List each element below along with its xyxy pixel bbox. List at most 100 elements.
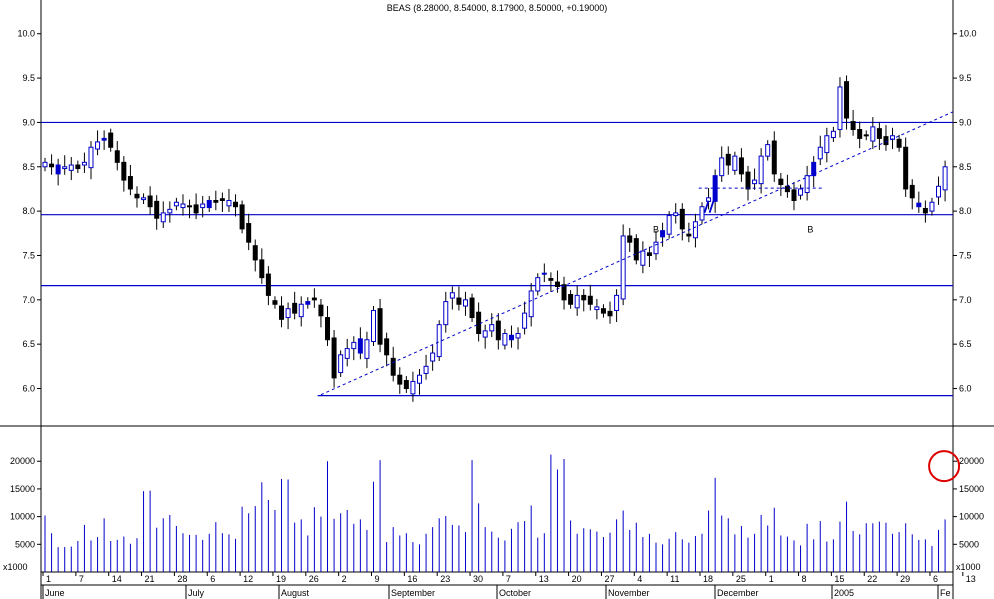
candle-body <box>167 208 173 214</box>
candle-body <box>554 281 560 288</box>
candle-body <box>489 324 495 332</box>
candle-body <box>594 306 600 311</box>
candle-body <box>397 374 403 385</box>
candle-body <box>423 365 429 374</box>
candle-body <box>502 333 508 346</box>
candle-body <box>206 199 212 209</box>
month-label: August <box>281 588 310 598</box>
month-label: 2005 <box>834 588 854 598</box>
price-tick-label-left: 10.0 <box>17 29 35 39</box>
date-tick-label: 16 <box>407 574 417 584</box>
candle-body <box>298 303 304 318</box>
date-tick-label: 27 <box>604 574 614 584</box>
candle-body <box>660 230 666 238</box>
candle-body <box>246 223 252 243</box>
candle-body <box>561 284 567 301</box>
volume-tick-label-right: 20000 <box>959 456 984 466</box>
date-tick-label: 15 <box>834 574 844 584</box>
price-tick-label-left: 9.0 <box>22 117 35 127</box>
date-tick-label: 28 <box>177 574 187 584</box>
candle-body <box>936 185 942 198</box>
candle-body <box>673 212 679 217</box>
candle-body <box>331 337 337 379</box>
candle-body <box>377 308 383 345</box>
candle-body <box>798 188 804 196</box>
candle-body <box>81 161 87 166</box>
candle-body <box>436 324 442 358</box>
candle-body <box>771 140 777 175</box>
price-tick-label-right: 6.0 <box>959 384 972 394</box>
candle-body <box>600 308 606 314</box>
candle-body <box>607 310 613 317</box>
date-tick-label: 14 <box>112 574 122 584</box>
volume-tick-label-right: 5000 <box>959 539 979 549</box>
candle-body <box>699 206 705 221</box>
candle-body <box>640 250 646 266</box>
buy-marker-label: B <box>807 224 813 234</box>
date-tick-label: 1 <box>769 574 774 584</box>
price-tick-label-right: 6.5 <box>959 339 972 349</box>
candle-body <box>679 208 685 230</box>
candle-body <box>259 259 265 279</box>
candle-body <box>811 161 817 177</box>
candle-body <box>817 146 823 160</box>
price-tick-label-right: 7.5 <box>959 250 972 260</box>
candle-body <box>325 317 331 341</box>
volume-tick-label-left: 5000 <box>15 539 35 549</box>
candle-body <box>265 273 271 296</box>
candle-body <box>62 166 68 170</box>
candle-body <box>581 294 587 301</box>
candle-body <box>338 354 344 374</box>
candle-body <box>778 178 784 186</box>
volume-unit-label-left: x1000 <box>3 562 28 572</box>
candle-body <box>357 338 363 354</box>
candle-body <box>226 199 232 207</box>
candle-body <box>903 146 909 190</box>
month-label: July <box>188 588 205 598</box>
candle-body <box>233 201 239 208</box>
candle-body <box>719 157 725 177</box>
date-tick-label: 29 <box>900 574 910 584</box>
candle-body <box>49 163 55 168</box>
candle-body <box>942 166 948 191</box>
candle-body <box>692 221 698 239</box>
price-tick-label-right: 8.5 <box>959 162 972 172</box>
candle-body <box>292 302 298 314</box>
candle-body <box>620 235 626 300</box>
candle-body <box>732 155 738 171</box>
candle-body <box>535 277 541 292</box>
volume-tick-label-left: 20000 <box>10 456 35 466</box>
date-tick-label: 13 <box>539 574 549 584</box>
candle-body <box>929 201 935 212</box>
candle-body <box>528 290 534 318</box>
candle-body <box>344 348 350 359</box>
price-tick-label-left: 9.5 <box>22 73 35 83</box>
candle-body <box>193 204 199 214</box>
date-tick-label: 18 <box>703 574 713 584</box>
candle-body <box>909 184 915 199</box>
candle-body <box>752 179 758 185</box>
candle-body <box>443 301 449 326</box>
candle-body <box>758 155 764 185</box>
date-tick-label: 8 <box>802 574 807 584</box>
date-tick-label: 12 <box>243 574 253 584</box>
candle-body <box>180 203 186 209</box>
candle-body <box>318 304 324 317</box>
candle-body <box>922 207 928 214</box>
candle-body <box>88 146 94 169</box>
candle-body <box>469 297 475 319</box>
date-tick-label: 21 <box>145 574 155 584</box>
candle-body <box>541 272 547 275</box>
candle-body <box>410 380 416 395</box>
candle-body <box>127 176 133 190</box>
candle-body <box>121 161 127 181</box>
candle-body <box>844 81 850 119</box>
candle-body <box>857 129 863 139</box>
candle-body <box>495 320 501 341</box>
candle-body <box>219 198 225 201</box>
candle-body <box>252 245 258 261</box>
price-tick-label-left: 8.5 <box>22 162 35 172</box>
